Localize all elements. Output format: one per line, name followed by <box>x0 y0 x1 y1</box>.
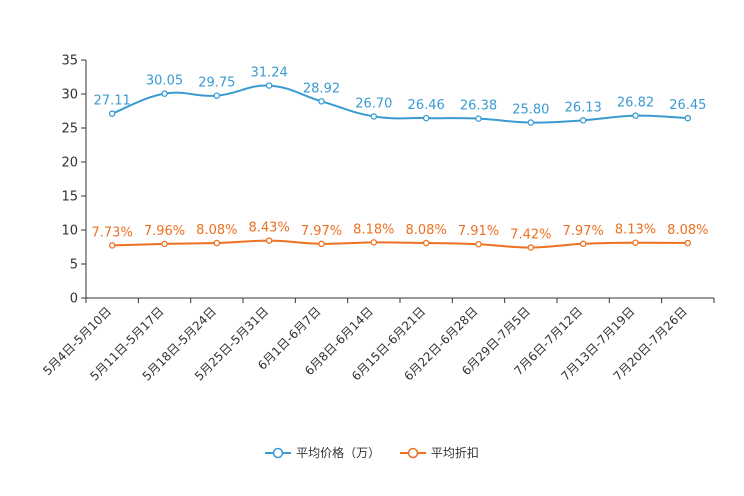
price-point <box>265 82 273 89</box>
discount-point <box>422 239 430 247</box>
legend-item-discount[interactable]: 平均折扣 <box>399 444 479 461</box>
discount-data-label: 7.97% <box>301 224 342 239</box>
price-data-label: 26.46 <box>408 98 445 113</box>
price-data-label: 30.05 <box>146 74 183 89</box>
discount-data-label: 8.08% <box>406 223 447 238</box>
discount-point <box>684 239 692 247</box>
price-data-label: 26.13 <box>565 100 602 115</box>
discount-data-label: 8.08% <box>667 223 708 238</box>
price-data-label: 25.80 <box>512 103 549 118</box>
legend-item-price[interactable]: 平均价格（万） <box>265 444 380 461</box>
price-point <box>632 112 639 119</box>
y-tick-label: 25 <box>61 122 78 137</box>
price-data-label: 26.82 <box>617 96 654 111</box>
discount-data-label: 8.08% <box>196 223 237 238</box>
price-point <box>684 114 692 122</box>
discount-point <box>265 237 273 244</box>
legend-discount-marker-icon <box>399 447 426 458</box>
discount-data-label: 7.97% <box>563 224 604 239</box>
price-point <box>475 115 482 122</box>
y-tick-label: 5 <box>70 258 78 273</box>
price-point <box>108 110 116 117</box>
discount-line <box>112 239 688 249</box>
discount-data-label: 7.42% <box>510 228 551 243</box>
discount-data-label: 7.91% <box>458 224 499 239</box>
discount-point <box>527 244 535 251</box>
price-data-label: 26.70 <box>355 96 392 111</box>
discount-data-label: 8.13% <box>615 223 656 238</box>
discount-point <box>213 239 221 247</box>
legend-price-label: 平均价格（万） <box>296 446 381 460</box>
price-data-label: 27.11 <box>94 94 131 109</box>
line-chart: 051015202530355月4日-5月10日5月11日-5月17日5月18日… <box>40 54 715 384</box>
y-tick-label: 30 <box>61 88 78 103</box>
discount-data-label: 7.73% <box>92 225 133 240</box>
discount-point <box>370 239 378 246</box>
series-average-price: 27.11 30.05 29.75 31.24 28.92 26.70 26.46 26.38… <box>94 66 706 126</box>
discount-point <box>475 240 482 248</box>
price-data-label: 29.75 <box>198 76 235 91</box>
legend: 平均价格（万） 平均折扣 <box>0 444 744 462</box>
discount-point <box>632 239 639 246</box>
price-point <box>161 90 168 97</box>
series-average-discount: 7.73% 7.96% 8.08% 8.43% 7.97% 8.18% 8.08% 7.91%… <box>92 221 708 251</box>
y-tick-label: 15 <box>61 190 78 205</box>
y-tick-label: 0 <box>70 292 78 307</box>
price-data-label: 28.92 <box>303 81 340 96</box>
discount-point <box>318 240 325 248</box>
price-data-label: 26.38 <box>460 99 497 114</box>
price-point <box>422 114 430 122</box>
price-point <box>527 119 535 126</box>
discount-point <box>161 240 168 248</box>
discount-data-label: 8.18% <box>353 222 394 237</box>
y-tick-label: 35 <box>61 54 78 69</box>
y-tick-label: 20 <box>61 156 78 171</box>
discount-point <box>108 242 116 249</box>
price-line <box>111 84 688 124</box>
discount-point <box>579 240 587 248</box>
price-point <box>213 92 221 99</box>
price-point <box>318 98 325 105</box>
y-tick-label: 10 <box>61 224 78 239</box>
price-point <box>579 117 587 124</box>
discount-data-label: 8.43% <box>249 221 290 236</box>
price-point <box>370 113 378 120</box>
legend-price-marker-icon <box>265 447 292 458</box>
legend-discount-label: 平均折扣 <box>430 446 479 460</box>
price-data-label: 26.45 <box>669 98 706 113</box>
price-data-label: 31.24 <box>251 66 288 81</box>
discount-data-label: 7.96% <box>144 224 185 239</box>
